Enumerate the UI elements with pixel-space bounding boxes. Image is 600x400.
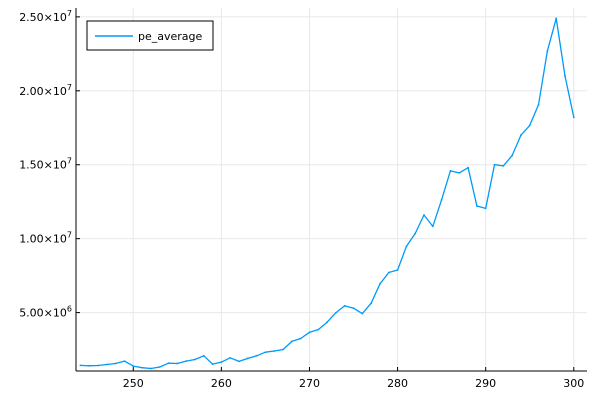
series-line <box>80 17 575 370</box>
y-tick-mantissa: 2.00×10 <box>19 85 67 98</box>
data-point <box>123 360 126 362</box>
data-point <box>299 337 302 340</box>
data-point <box>264 351 267 354</box>
data-point <box>475 205 478 207</box>
data-point <box>414 232 417 235</box>
y-tick-exponent: 7 <box>67 231 72 240</box>
x-tick-label: 300 <box>563 377 584 390</box>
data-point <box>440 198 443 201</box>
data-point <box>308 331 311 334</box>
data-point <box>423 214 425 216</box>
data-point <box>511 154 514 157</box>
data-point <box>537 103 540 106</box>
x-tick-label: 250 <box>123 377 144 390</box>
data-point <box>202 354 205 357</box>
data-point <box>502 165 505 167</box>
y-tick-mantissa: 2.50×10 <box>19 11 67 24</box>
data-point <box>246 357 249 360</box>
y-tick-label: 1.00×107 <box>19 231 72 246</box>
data-point <box>467 166 469 169</box>
y-tick-label: 5.00×106 <box>19 305 72 320</box>
data-point <box>273 350 276 352</box>
data-point <box>211 363 214 365</box>
data-point <box>326 321 328 324</box>
data-point <box>194 358 196 361</box>
y-tick-mantissa: 1.50×10 <box>19 159 67 172</box>
data-point <box>238 360 240 363</box>
legend: pe_average <box>86 20 214 51</box>
data-point <box>555 17 558 20</box>
y-tick-label: 2.00×107 <box>19 83 72 98</box>
x-axis-ticks: 250 260 270 280 290 300 <box>123 367 584 390</box>
data-point <box>282 348 284 351</box>
data-point <box>405 245 408 248</box>
data-point <box>387 271 390 274</box>
data-point <box>335 311 337 314</box>
data-point <box>229 356 232 359</box>
y-tick-mantissa: 5.00×10 <box>19 307 67 320</box>
data-point <box>370 302 373 305</box>
data-point <box>149 367 152 370</box>
data-point <box>185 360 188 362</box>
grid-lines <box>76 8 587 371</box>
data-point <box>220 361 223 364</box>
y-tick-exponent: 7 <box>67 83 72 92</box>
plot-frame <box>75 8 587 372</box>
data-point <box>88 364 91 367</box>
series-layer <box>79 17 575 370</box>
data-point <box>361 312 364 315</box>
data-point <box>79 364 82 367</box>
data-point <box>167 362 170 365</box>
data-point <box>97 364 99 367</box>
data-point <box>564 75 566 77</box>
data-point <box>431 225 434 228</box>
data-point <box>105 363 108 366</box>
legend-label: pe_average <box>138 30 203 43</box>
y-tick-mantissa: 1.00×10 <box>19 233 67 246</box>
x-tick-label: 260 <box>211 377 232 390</box>
x-tick-label: 270 <box>299 377 320 390</box>
data-point <box>493 163 496 166</box>
data-point <box>132 365 135 368</box>
data-point <box>528 124 531 127</box>
y-tick-label: 1.50×107 <box>19 157 72 172</box>
data-point <box>449 170 452 172</box>
data-point <box>255 354 258 357</box>
y-tick-label: 2.50×107 <box>19 9 72 24</box>
data-point <box>290 340 293 343</box>
data-point <box>458 171 461 174</box>
data-point <box>546 49 549 52</box>
x-tick-label: 290 <box>475 377 496 390</box>
data-point <box>343 304 346 307</box>
data-point <box>317 328 320 331</box>
data-point <box>484 207 487 210</box>
y-tick-exponent: 7 <box>67 157 72 166</box>
data-point <box>572 116 575 119</box>
data-point <box>520 134 522 137</box>
data-point <box>379 282 381 285</box>
data-point <box>114 362 117 365</box>
data-point <box>352 307 355 310</box>
data-point <box>158 366 161 368</box>
data-point <box>396 269 399 271</box>
y-tick-exponent: 6 <box>67 305 72 314</box>
y-tick-exponent: 7 <box>67 9 72 18</box>
data-point <box>141 366 143 369</box>
data-point <box>176 362 179 365</box>
x-tick-label: 280 <box>387 377 408 390</box>
